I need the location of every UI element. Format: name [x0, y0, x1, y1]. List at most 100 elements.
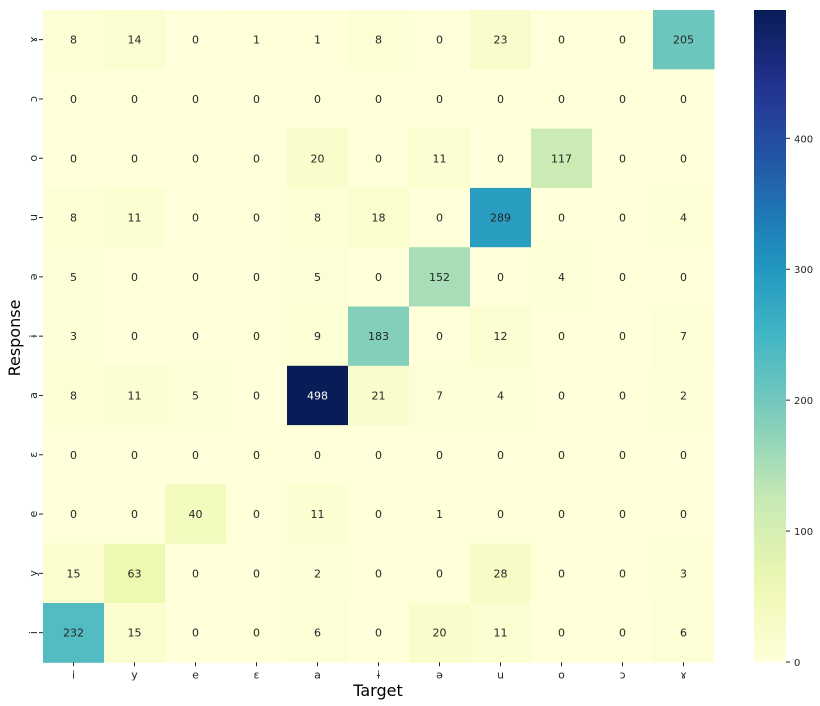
cell-value-label: 1	[436, 508, 443, 521]
heatmap-cell	[104, 543, 166, 604]
heatmap-cell	[287, 543, 349, 604]
y-tick-label: ə	[27, 273, 40, 280]
cell-value-label: 0	[253, 152, 260, 165]
cell-value-label: 11	[494, 627, 508, 640]
heatmap-cell	[470, 306, 532, 367]
cell-value-label: 0	[253, 389, 260, 402]
heatmap-cell	[287, 69, 349, 130]
x-tick-label: ɨ	[377, 668, 380, 681]
heatmap-cell	[287, 425, 349, 485]
heatmap-cell	[104, 247, 166, 307]
heatmap-cell	[104, 69, 166, 130]
cell-value-label: 0	[253, 212, 260, 225]
cell-value-label: 1	[314, 34, 321, 47]
x-tick-label: ɛ	[254, 668, 260, 681]
heatmap-cell	[409, 128, 471, 189]
heatmap-cell	[43, 425, 105, 485]
heatmap-cell	[592, 484, 654, 545]
cell-value-label: 5	[192, 389, 199, 402]
cell-value-label: 1	[253, 34, 260, 47]
colorbar	[754, 10, 786, 662]
cell-value-label: 0	[619, 93, 626, 106]
heatmap-cell	[226, 365, 288, 426]
heatmap-cell	[531, 484, 593, 545]
cell-value-label: 498	[307, 389, 328, 402]
heatmap-cell	[287, 128, 349, 189]
heatmap-cell	[165, 543, 227, 604]
y-tick-label: ɤ	[27, 36, 40, 43]
cell-value-label: 0	[375, 567, 382, 580]
heatmap-cell	[348, 187, 410, 248]
cell-value-label: 5	[314, 271, 321, 284]
heatmap-cell	[226, 425, 288, 485]
x-tick-label: i	[72, 668, 75, 681]
heatmap-cell	[409, 425, 471, 485]
cell-value-label: 8	[375, 34, 382, 47]
cell-value-label: 2	[314, 567, 321, 580]
heatmap-cell	[470, 247, 532, 307]
cell-value-label: 12	[494, 330, 508, 343]
heatmap-cell	[653, 69, 715, 130]
heatmap-cell	[43, 10, 105, 70]
heatmap-cell	[592, 247, 654, 307]
cell-value-label: 4	[680, 212, 687, 225]
heatmap-cell	[531, 603, 593, 663]
cell-value-label: 0	[436, 449, 443, 462]
cell-value-label: 15	[128, 627, 142, 640]
y-tick-label: y	[27, 570, 40, 577]
heatmap-cell	[470, 128, 532, 189]
cell-value-label: 0	[70, 93, 77, 106]
cell-value-label: 5	[70, 271, 77, 284]
cell-value-label: 0	[70, 152, 77, 165]
heatmap-cell	[653, 247, 715, 307]
heatmap-cell	[409, 543, 471, 604]
heatmap-cell	[165, 128, 227, 189]
heatmap-cell	[104, 306, 166, 367]
heatmap-cell	[653, 425, 715, 485]
cell-value-label: 152	[429, 271, 450, 284]
cell-value-label: 0	[131, 449, 138, 462]
heatmap-cell	[470, 365, 532, 426]
x-tick-label: ə	[436, 668, 443, 681]
heatmap-cell	[470, 543, 532, 604]
y-tick-label: a	[27, 392, 40, 399]
cell-value-label: 0	[192, 330, 199, 343]
heatmap-cell	[43, 306, 105, 367]
heatmap-cell	[104, 128, 166, 189]
cell-value-label: 0	[192, 212, 199, 225]
heatmap-cell	[409, 306, 471, 367]
heatmap-cell	[287, 306, 349, 367]
cell-value-label: 0	[558, 627, 565, 640]
cell-value-label: 0	[680, 93, 687, 106]
cell-value-label: 0	[558, 34, 565, 47]
cell-value-label: 0	[70, 449, 77, 462]
heatmap-cell	[592, 10, 654, 70]
heatmap-cell	[592, 128, 654, 189]
cell-value-label: 0	[497, 152, 504, 165]
heatmap-cell	[653, 484, 715, 545]
cell-value-label: 0	[314, 93, 321, 106]
cell-value-label: 0	[436, 567, 443, 580]
heatmap-cell	[531, 425, 593, 485]
heatmap-cell	[653, 10, 715, 70]
heatmap-cell	[226, 247, 288, 307]
cell-value-label: 0	[314, 449, 321, 462]
cell-value-label: 0	[436, 93, 443, 106]
cell-value-label: 63	[128, 567, 142, 580]
cell-value-label: 18	[372, 212, 386, 225]
x-tick-label: e	[192, 668, 199, 681]
heatmap-cell	[348, 69, 410, 130]
cell-value-label: 0	[436, 212, 443, 225]
cell-value-label: 0	[680, 508, 687, 521]
heatmap-cell	[409, 187, 471, 248]
heatmap-cell	[409, 484, 471, 545]
heatmap-cell	[287, 484, 349, 545]
cell-value-label: 4	[558, 271, 565, 284]
heatmap-cell	[226, 603, 288, 663]
heatmap-cell	[226, 306, 288, 367]
y-tick-label: o	[27, 155, 40, 162]
heatmap-cell	[348, 128, 410, 189]
cell-value-label: 0	[131, 330, 138, 343]
heatmap-cell	[348, 365, 410, 426]
heatmap-cell	[43, 603, 105, 663]
